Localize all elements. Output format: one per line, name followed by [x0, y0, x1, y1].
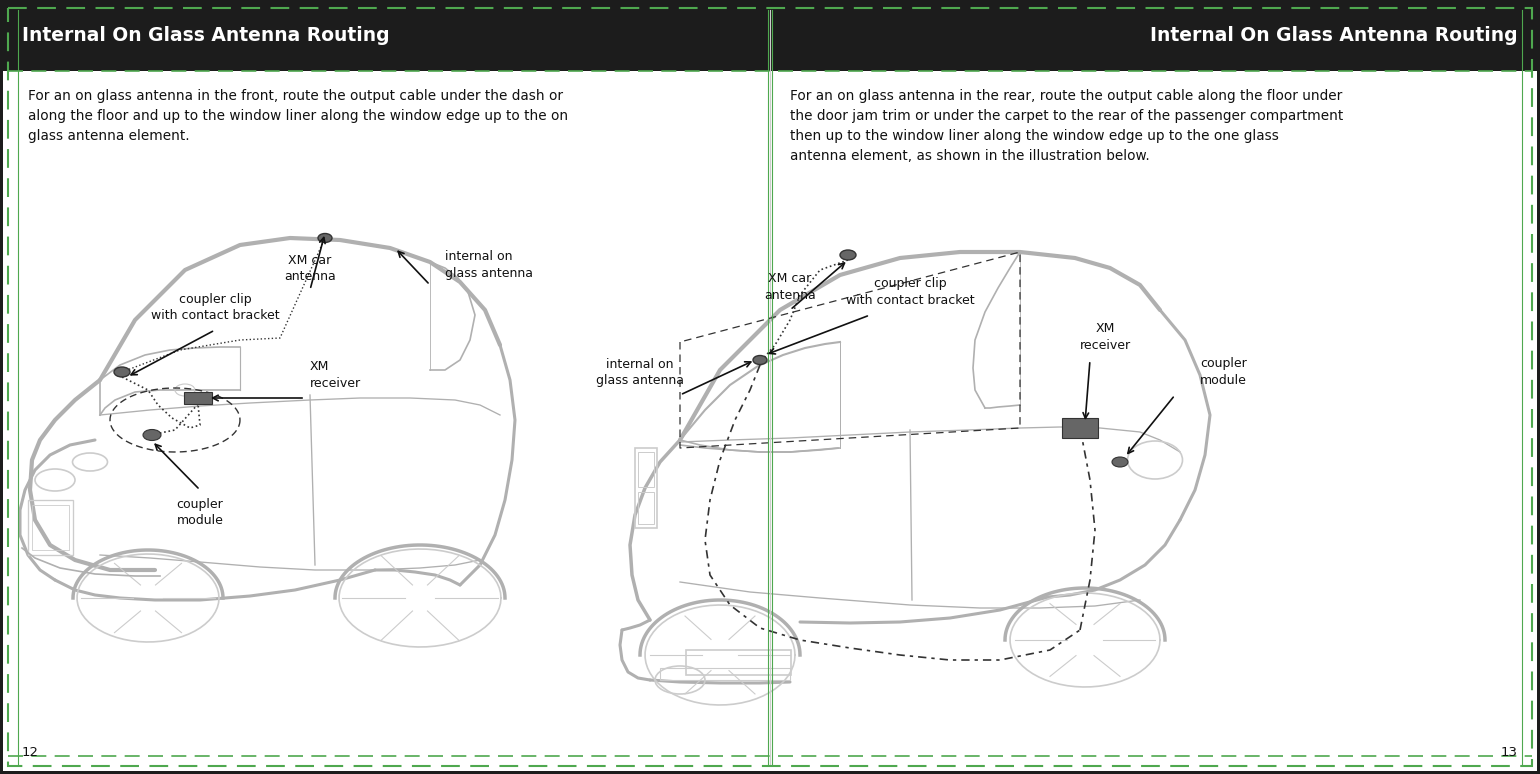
Text: internal on
glass antenna: internal on glass antenna [445, 251, 533, 280]
Text: Internal On Glass Antenna Routing: Internal On Glass Antenna Routing [1150, 26, 1518, 45]
Text: coupler
module: coupler module [1200, 358, 1247, 387]
Ellipse shape [1112, 457, 1127, 467]
Bar [1063, 418, 1098, 438]
Text: coupler clip
with contact bracket: coupler clip with contact bracket [151, 293, 279, 322]
Text: For an on glass antenna in the front, route the output cable under the dash or
a: For an on glass antenna in the front, ro… [28, 89, 568, 143]
Text: XM
receiver: XM receiver [1080, 323, 1130, 352]
Bar [685, 650, 792, 675]
Text: XM
receiver: XM receiver [310, 361, 360, 390]
Ellipse shape [143, 430, 162, 440]
Ellipse shape [114, 367, 129, 377]
Ellipse shape [753, 355, 767, 365]
Text: 12: 12 [22, 745, 38, 759]
Bar [32, 505, 69, 550]
Bar [0, 0, 1540, 71]
Text: coupler clip
with contact bracket: coupler clip with contact bracket [845, 278, 975, 307]
Text: XM car
antenna: XM car antenna [764, 272, 816, 302]
Bar [661, 668, 790, 680]
Bar [634, 448, 658, 528]
Text: coupler
module: coupler module [177, 498, 223, 528]
Bar [638, 492, 654, 524]
Text: XM car
antenna: XM car antenna [283, 254, 336, 283]
Bar [638, 452, 654, 487]
Text: For an on glass antenna in the rear, route the output cable along the floor unde: For an on glass antenna in the rear, rou… [790, 89, 1343, 163]
Text: 13: 13 [1502, 745, 1518, 759]
Bar [183, 392, 213, 404]
Bar [28, 500, 72, 555]
Ellipse shape [317, 234, 333, 242]
Text: Internal On Glass Antenna Routing: Internal On Glass Antenna Routing [22, 26, 390, 45]
Text: internal on
glass antenna: internal on glass antenna [596, 358, 684, 387]
Ellipse shape [839, 250, 856, 260]
